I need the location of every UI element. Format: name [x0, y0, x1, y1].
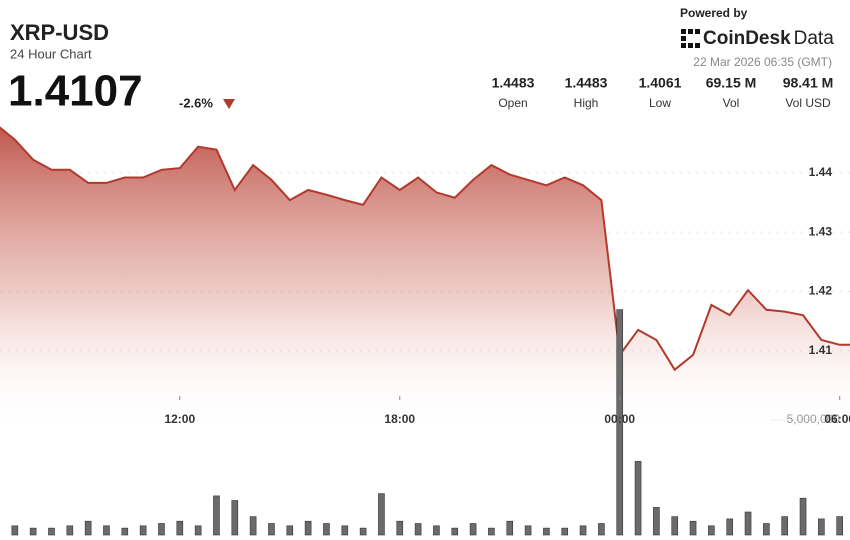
- volume-bar: [634, 461, 642, 536]
- volume-bar: [616, 309, 624, 536]
- y-tick-label: 1.44: [809, 165, 833, 179]
- volume-bar: [213, 495, 220, 536]
- stat-label: Open: [498, 96, 527, 110]
- volume-bar: [836, 516, 844, 536]
- volume-bar: [158, 523, 165, 536]
- volume-bar: [414, 523, 422, 536]
- volume-bar: [11, 525, 19, 536]
- x-tick-label: 00:00: [604, 412, 635, 426]
- stat-label: High: [574, 96, 599, 110]
- stat-value: 1.4483: [492, 75, 535, 91]
- stat-label: Vol: [723, 96, 740, 110]
- volume-bar: [29, 527, 37, 536]
- price-change: -2.6%: [179, 95, 213, 110]
- volume-bar: [469, 523, 477, 536]
- symbol: XRP-USD: [10, 20, 109, 45]
- volume-bar: [524, 525, 532, 536]
- stat-label: Vol USD: [785, 96, 831, 110]
- volume-bar: [451, 527, 459, 536]
- brand-suffix: Data: [794, 28, 835, 49]
- timestamp: 22 Mar 2026 06:35 (GMT): [693, 55, 832, 69]
- volume-bar: [799, 497, 807, 536]
- y-tick-label: 1.41: [809, 343, 833, 357]
- brand-name: CoinDesk Data: [703, 28, 834, 49]
- volume-bar: [488, 527, 495, 536]
- volume-bar: [689, 520, 697, 536]
- volume-bar: [818, 518, 825, 536]
- y-tick-label: 1.43: [809, 224, 833, 238]
- price-area: [0, 127, 850, 430]
- powered-by: Powered by: [680, 6, 748, 20]
- stat-value: 1.4061: [639, 75, 682, 91]
- volume-bar: [231, 500, 239, 536]
- down-arrow: [223, 99, 235, 109]
- volume-bar: [763, 523, 770, 536]
- volume-bar: [304, 520, 312, 536]
- subtitle: 24 Hour Chart: [10, 46, 92, 61]
- volume-bar: [506, 520, 514, 536]
- volume-bar: [359, 527, 367, 536]
- volume-bar: [433, 525, 440, 536]
- x-tick-label: 12:00: [164, 412, 195, 426]
- volume-bar: [396, 520, 404, 536]
- volume-bar: [268, 523, 275, 536]
- plot-area: 1.41 1.42 1.43 1.44 5,000,000 12:00 18:00 00:00…: [0, 126, 850, 536]
- volume-bar: [48, 527, 55, 536]
- volume-bar: [286, 525, 294, 536]
- stat-value: 98.41 M: [783, 75, 834, 91]
- volume-bar: [671, 516, 679, 536]
- volume-bar: [176, 520, 184, 536]
- y-tick-label: 1.42: [809, 284, 833, 298]
- stat-value: 69.15 M: [706, 75, 757, 91]
- volume-bar: [103, 525, 110, 536]
- x-tick-label: 18:00: [384, 412, 415, 426]
- volume-bar: [561, 527, 569, 536]
- volume-bar: [139, 525, 147, 536]
- last-price: 1.4107: [8, 67, 143, 116]
- stats: 1.4483 Open 1.4483 High 1.4061 Low 69.15 M Vol 9…: [492, 75, 834, 110]
- stat-label: Low: [649, 96, 671, 110]
- volume-bar: [744, 511, 752, 536]
- stat-value: 1.4483: [565, 75, 608, 91]
- volume-bar: [84, 520, 92, 536]
- volume-bar: [543, 527, 550, 536]
- volume-bar: [323, 523, 330, 536]
- y2-tick-label: 5,000,000: [787, 412, 841, 426]
- x-tick-label: 06:00: [824, 412, 850, 426]
- volume-bar: [121, 527, 129, 536]
- brand-bold: CoinDesk: [703, 28, 791, 49]
- volume-bar: [598, 523, 605, 536]
- volume-bar: [726, 518, 734, 536]
- volume-bar: [708, 525, 715, 536]
- brand-logo: [681, 29, 700, 48]
- volume-bar: [66, 525, 74, 536]
- volume-bar: [781, 516, 789, 536]
- volume-bar: [341, 525, 349, 536]
- volume-bar: [378, 493, 385, 536]
- volume-bar: [653, 507, 660, 536]
- volume-bar: [579, 525, 587, 536]
- price-line: [0, 126, 850, 372]
- volume-bar: [194, 525, 202, 536]
- volume-bar: [249, 516, 257, 536]
